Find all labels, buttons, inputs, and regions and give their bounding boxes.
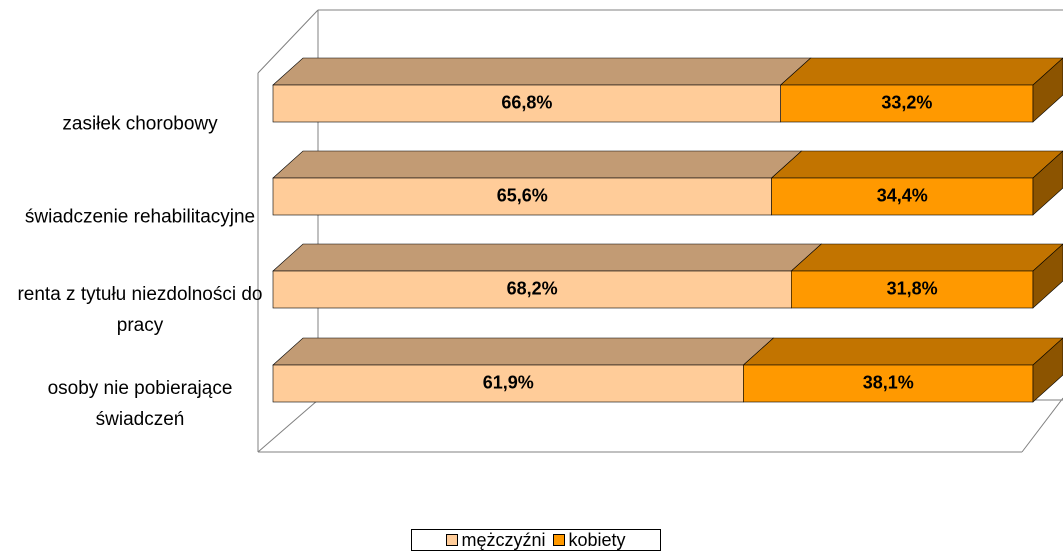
legend-swatch [446,534,459,546]
bar [771,177,1034,216]
bar-top [272,337,775,366]
bar-side [1032,150,1063,216]
legend-label: kobiety [568,529,626,550]
value-label: 61,9% [483,372,534,392]
bar-top [272,57,812,86]
bar [272,270,792,309]
bar-top [272,150,803,179]
value-label: 66,8% [501,92,552,112]
value-label: 38,1% [863,372,914,392]
bar-top [779,57,1063,86]
legend: mężczyźni kobiety [411,529,661,551]
y-tick-label: renta z tytułu niezdolności do pracy [17,283,263,336]
bar-top [770,150,1063,179]
bar-side [1032,243,1063,309]
y-tick-label: zasiłek chorobowy [62,113,218,134]
bar-side [1032,337,1063,403]
bar [780,84,1034,123]
y-tick-label: osoby nie pobierające świadczeń [47,377,233,430]
bar [272,364,744,403]
legend-label: mężczyźni [461,529,546,550]
bar-top [272,243,823,272]
value-label: 68,2% [507,278,558,298]
bar-side [1032,57,1063,123]
bar-top [742,337,1063,366]
value-label: 34,4% [877,185,928,205]
value-label: 33,2% [881,92,932,112]
bar [272,84,781,123]
value-label: 65,6% [497,185,548,205]
legend-item: kobiety [553,529,626,551]
legend-swatch [553,534,566,546]
bar-top [790,243,1063,272]
value-label: 31,8% [887,278,938,298]
legend-item: mężczyźni [446,530,545,551]
y-tick-label: świadczenie rehabilitacyjne [24,206,256,227]
